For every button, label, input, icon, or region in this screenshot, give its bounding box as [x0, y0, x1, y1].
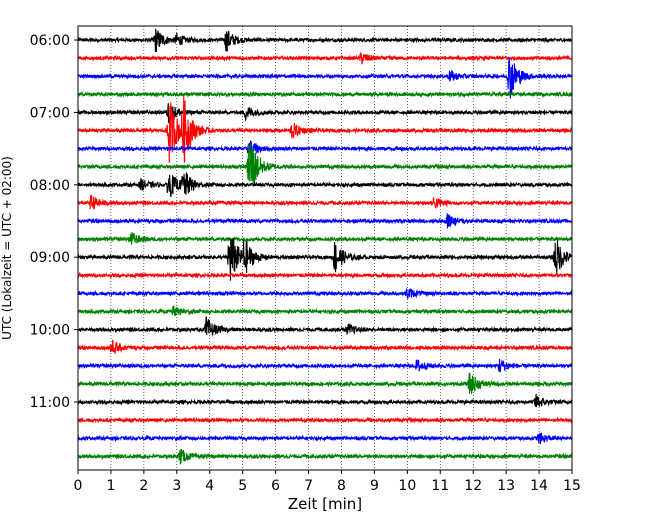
trace-line — [77, 316, 573, 336]
x-tick-label: 15 — [563, 478, 581, 494]
trace-line — [77, 432, 573, 445]
x-tick-label: 1 — [106, 478, 115, 494]
y-tick-label: 06:00 — [30, 33, 70, 49]
trace-line — [77, 232, 573, 245]
x-tick-label: 0 — [74, 478, 83, 494]
x-tick-label: 8 — [337, 478, 346, 494]
x-tick-label: 7 — [304, 478, 313, 494]
x-axis-ticks: 0 1 2 3 4 5 6 7 8 9 10 11 12 13 14 15 — [74, 470, 581, 494]
x-tick-label: 3 — [172, 478, 181, 494]
trace-line — [77, 195, 573, 210]
x-tick-label: 12 — [464, 478, 482, 494]
trace-line — [77, 271, 573, 280]
y-tick-label: 11:00 — [30, 395, 70, 411]
trace-line — [77, 287, 573, 299]
trace-line — [77, 103, 573, 124]
trace-line — [77, 305, 573, 317]
trace-line — [77, 57, 573, 99]
trace-line — [77, 90, 573, 99]
y-tick-label: 09:00 — [30, 250, 70, 266]
x-tick-label: 5 — [238, 478, 247, 494]
y-axis-label: UTC (Lokalzeit = UTC + 02:00) — [0, 156, 14, 340]
trace-line — [77, 140, 573, 158]
trace-line — [77, 237, 573, 281]
trace-line — [77, 393, 573, 408]
y-axis-ticks: 06:00 07:00 08:00 09:00 10:00 11:00 — [30, 33, 78, 411]
trace-line — [77, 52, 573, 65]
y-tick-label: 10:00 — [30, 323, 70, 339]
trace-line — [77, 449, 573, 465]
trace-line — [77, 144, 573, 184]
x-tick-label: 2 — [139, 478, 148, 494]
trace-line — [77, 95, 573, 163]
x-tick-label: 10 — [398, 478, 416, 494]
x-tick-label: 13 — [497, 478, 515, 494]
x-tick-label: 4 — [205, 478, 214, 494]
trace-line — [77, 359, 573, 373]
trace-line — [77, 213, 573, 229]
x-tick-label: 9 — [370, 478, 379, 494]
x-tick-label: 14 — [530, 478, 548, 494]
trace-line — [77, 339, 573, 354]
y-tick-label: 07:00 — [30, 105, 70, 121]
plot-frame — [77, 25, 573, 471]
trace-line — [77, 28, 573, 53]
trace-line — [77, 416, 573, 424]
x-tick-label: 6 — [271, 478, 280, 494]
trace-line — [77, 372, 573, 394]
x-axis-label: Zeit [min] — [288, 495, 362, 513]
trace-line — [77, 172, 573, 198]
seismic-traces — [77, 28, 573, 465]
grid-lines — [110, 26, 540, 470]
y-tick-label: 08:00 — [30, 178, 70, 194]
x-tick-label: 11 — [431, 478, 449, 494]
